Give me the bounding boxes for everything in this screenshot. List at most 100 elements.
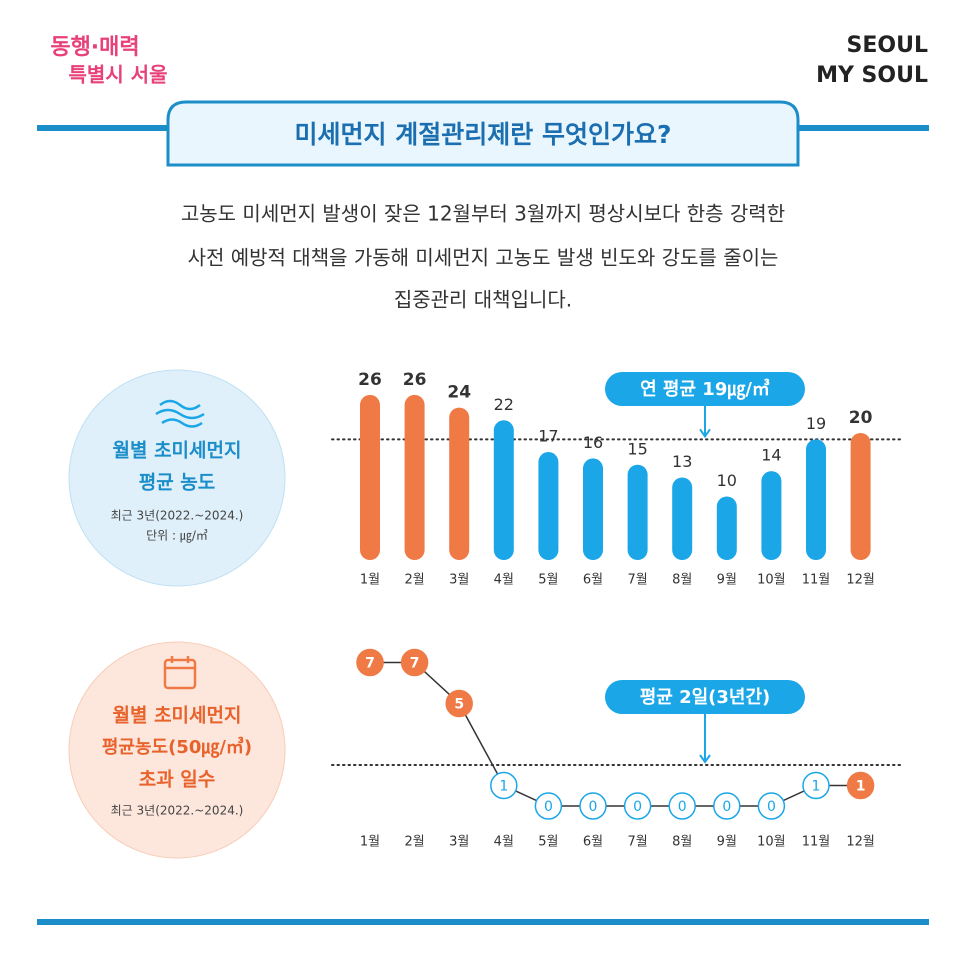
value-label: 13 [672,452,692,471]
bar [716,496,737,560]
value-label: 1 [812,779,821,795]
value-label: 0 [678,799,687,815]
value-label: 5 [454,697,464,713]
bar [449,407,470,560]
bottom-rule [37,919,929,925]
annotation: 연 평균 19㎍/㎥ [640,378,770,401]
description: 사전 예방적 대책을 가동해 미세먼지 고농도 발생 빈도와 강도를 줄이는 [188,246,779,270]
value-label: 26 [358,370,382,390]
value-label: 20 [849,408,873,428]
value-label: 0 [633,799,642,815]
x-tick-label: 7월 [627,573,647,588]
marker [623,792,652,820]
x-tick-label: 5월 [538,573,558,588]
panel-label: 초과 일수 [139,769,216,791]
x-tick-label: 12월 [846,835,875,850]
value-label: 24 [447,383,471,403]
bar [627,464,648,560]
value-label: 0 [767,799,776,815]
marker [490,771,518,800]
value-label: 14 [761,446,781,465]
marker [534,792,563,820]
bar [360,394,380,560]
x-tick-label: 5월 [538,835,558,850]
x-tick-label: 9월 [717,573,737,588]
description: 고농도 미세먼지 발생이 잦은 12월부터 3월까지 평상시보다 한층 강력한 [181,202,785,226]
x-tick-label: 2월 [404,573,424,588]
panel-label: 평균 농도 [139,472,216,494]
value-label: 0 [722,799,731,815]
bar [538,452,559,560]
logo-right: SEOUL [847,33,928,58]
bar [404,394,425,560]
x-tick-label: 12월 [846,573,875,588]
marker [445,689,473,718]
calendar-icon [163,656,197,690]
bar [761,471,782,560]
x-tick-label: 4월 [494,835,514,850]
value-label: 22 [494,395,514,414]
value-label: 16 [583,433,603,452]
logo-right: MY SOUL [816,63,928,88]
wind-icon [155,399,205,428]
logo-left: 특별시 서울 [69,63,168,87]
bar [493,420,514,560]
marker [802,771,830,800]
panel-label: 평균농도(50㎍/㎥) [102,736,252,759]
x-tick-label: 3월 [449,835,469,850]
x-tick-label: 8월 [672,573,692,588]
value-label: 0 [544,799,553,815]
x-tick-label: 6월 [583,835,603,850]
value-label: 1 [499,779,508,795]
bar [583,458,603,560]
marker [757,792,786,820]
marker [579,792,607,820]
value-label: 1 [856,779,866,795]
marker [846,771,875,800]
title-tab [166,100,800,167]
panel-label: 월별 초미세먼지 [113,440,242,462]
title: 미세먼지 계절관리제란 무엇인가요? [295,120,672,149]
panel-circle [68,369,286,587]
x-tick-label: 1월 [360,835,380,850]
value-label: 19 [806,414,826,433]
annotation-pill [605,680,805,714]
x-tick-label: 8월 [672,835,692,850]
value-label: 17 [538,427,558,446]
annotation-arrowhead [699,754,711,764]
x-tick-label: 10월 [757,573,786,588]
x-tick-label: 9월 [717,835,737,850]
x-tick-label: 11월 [802,835,831,850]
x-tick-label: 4월 [494,573,514,588]
x-tick-label: 1월 [360,573,380,588]
panel-label: 월별 초미세먼지 [113,705,242,727]
marker [668,792,696,820]
value-label: 26 [403,370,427,390]
value-label: 10 [717,471,737,490]
marker [713,792,741,820]
x-tick-label: 7월 [627,835,647,850]
x-tick-label: 3월 [449,573,469,588]
bar [850,433,871,560]
logo-left: 동행·매력 [50,35,139,60]
x-tick-label: 11월 [802,573,831,588]
x-tick-label: 6월 [583,573,603,588]
x-tick-label: 2월 [404,835,424,850]
description: 집중관리 대책입니다. [394,288,572,312]
value-label: 7 [410,656,420,672]
value-label: 15 [627,439,647,458]
panel-note: 최근 3년(2022.~2024.) [111,509,244,523]
panel-note: 단위 : ㎍/㎥ [146,529,208,543]
x-tick-label: 10월 [757,835,786,850]
marker [400,648,429,677]
panel-note: 최근 3년(2022.~2024.) [111,804,244,818]
bar [672,477,693,560]
bar [806,439,826,560]
marker [356,648,384,677]
annotation-arrowhead [699,428,711,439]
annotation: 평균 2일(3년간) [640,687,771,708]
value-label: 0 [589,799,598,815]
panel-circle [68,641,286,859]
value-label: 7 [365,656,375,672]
